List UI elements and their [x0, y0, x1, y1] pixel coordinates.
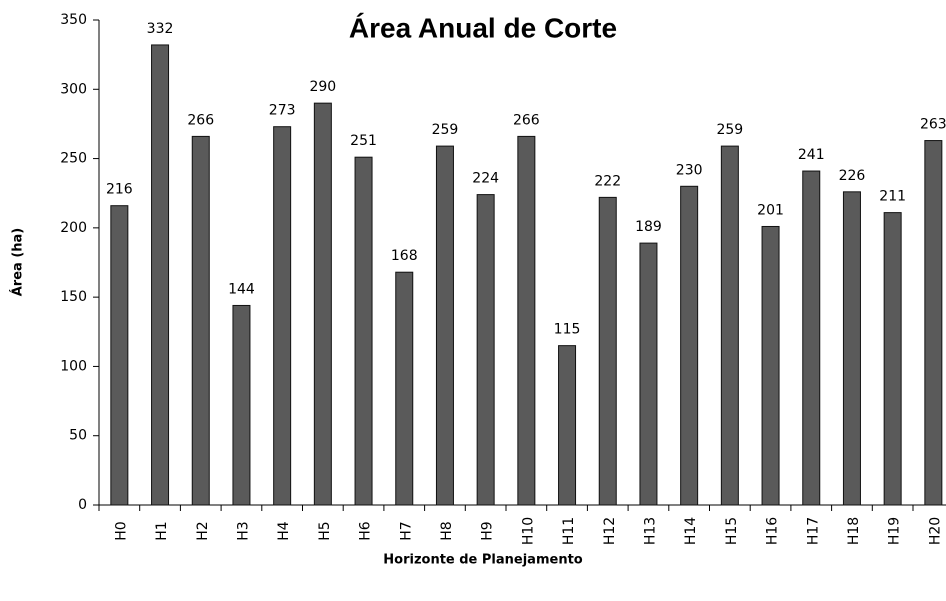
value-label: 222: [594, 173, 621, 189]
value-label: 259: [432, 122, 459, 138]
value-label: 216: [106, 182, 133, 198]
value-label: 241: [798, 147, 825, 163]
x-tick-label: H19: [887, 517, 903, 545]
value-label: 211: [879, 189, 906, 205]
x-tick-label: H9: [480, 521, 496, 540]
value-label: 189: [635, 219, 662, 235]
value-label: 266: [513, 112, 540, 128]
x-tick-label: H13: [642, 517, 658, 545]
bar: [354, 156, 373, 506]
x-tick-label: H16: [765, 517, 781, 545]
value-label: 251: [350, 133, 377, 149]
x-tick-label: H2: [195, 521, 211, 540]
value-label: 224: [472, 171, 499, 187]
x-tick-label: H6: [358, 521, 374, 541]
y-tick-label: 150: [60, 289, 87, 305]
x-tick-label: H18: [846, 517, 862, 545]
bar: [191, 135, 210, 506]
bar: [761, 225, 780, 506]
y-tick-label: 100: [60, 358, 87, 374]
bar: [110, 205, 129, 506]
chart-title: Área Anual de Corte: [349, 12, 617, 43]
y-tick-label: 250: [60, 151, 87, 167]
value-label: 259: [716, 122, 743, 138]
y-tick-label: 300: [60, 81, 87, 97]
y-tick-label: 0: [78, 497, 87, 513]
x-tick-label: H14: [683, 517, 699, 545]
x-tick-label: H10: [520, 517, 536, 545]
x-tick-label: H4: [276, 521, 292, 541]
value-label: 273: [269, 103, 296, 119]
bar: [151, 44, 170, 506]
y-axis-title: Área (ha): [10, 228, 26, 297]
bar: [517, 135, 536, 506]
x-tick-label: H1: [154, 521, 170, 540]
x-tick-label: H15: [724, 517, 740, 545]
bar: [313, 102, 332, 506]
x-tick-label: H7: [398, 521, 414, 540]
bar: [395, 271, 414, 506]
y-tick-label: 350: [60, 12, 87, 28]
bar: [232, 304, 251, 506]
bar: [435, 145, 454, 506]
y-tick-label: 50: [69, 428, 87, 444]
value-label: 266: [187, 112, 214, 128]
x-tick-label: H8: [439, 521, 455, 540]
bar: [924, 140, 943, 506]
bar: [273, 126, 292, 506]
x-axis-title: Horizonte de Planejamento: [383, 553, 583, 568]
x-tick-label: H0: [113, 521, 129, 540]
bar: [639, 242, 658, 506]
x-tick-label: H17: [805, 517, 821, 545]
bar: [558, 345, 577, 506]
value-label: 115: [554, 322, 581, 338]
value-label: 332: [147, 21, 174, 37]
y-tick-label: 200: [60, 220, 87, 236]
value-label: 226: [839, 168, 866, 184]
value-label: 230: [676, 162, 703, 178]
x-tick-label: H3: [235, 521, 251, 540]
bar: [598, 196, 617, 506]
bar: [476, 194, 495, 506]
bar: [680, 185, 699, 506]
value-label: 201: [757, 202, 784, 218]
x-tick-label: H11: [561, 517, 577, 545]
x-tick-label: H20: [927, 517, 943, 545]
bar: [802, 170, 821, 506]
value-label: 168: [391, 248, 418, 264]
value-label: 290: [309, 79, 336, 95]
value-label: 144: [228, 281, 255, 297]
bar: [720, 145, 739, 506]
bar: [883, 212, 902, 506]
x-tick-label: H12: [602, 517, 618, 545]
value-label: 263: [920, 117, 946, 133]
x-tick-label: H5: [317, 521, 333, 540]
bar: [842, 191, 861, 506]
